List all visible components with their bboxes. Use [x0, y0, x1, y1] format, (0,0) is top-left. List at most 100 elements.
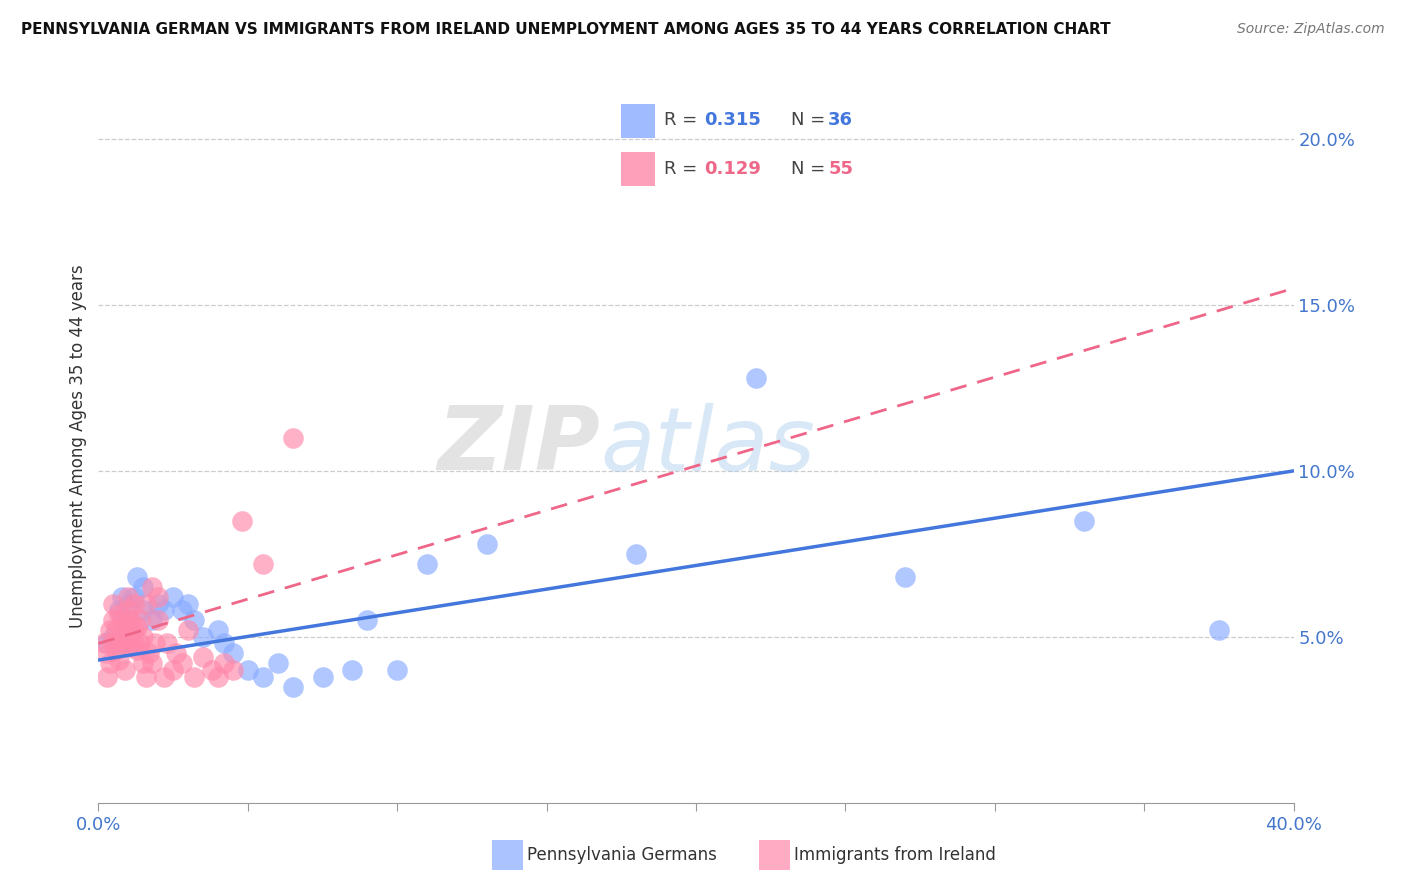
Point: [153, 603, 176, 617]
Point: [124, 636, 146, 650]
Point: [222, 647, 245, 661]
Text: Pennsylvania Germans: Pennsylvania Germans: [527, 847, 717, 864]
Point: [156, 636, 179, 650]
Text: 0.315: 0.315: [704, 112, 761, 129]
Point: [108, 630, 131, 644]
Point: [177, 624, 200, 638]
Point: [117, 620, 139, 634]
Point: [108, 653, 131, 667]
Point: [212, 657, 235, 671]
Point: [132, 657, 155, 671]
Point: [108, 607, 131, 621]
Point: [207, 670, 229, 684]
Point: [100, 624, 122, 638]
Point: [267, 657, 290, 671]
Point: [626, 547, 648, 561]
Point: [96, 636, 118, 650]
Point: [1208, 624, 1230, 638]
Point: [117, 590, 139, 604]
Point: [117, 630, 139, 644]
Point: [153, 670, 176, 684]
Point: [143, 636, 166, 650]
Point: [129, 636, 152, 650]
Point: [108, 603, 131, 617]
Text: N =: N =: [792, 112, 831, 129]
Point: [132, 630, 155, 644]
Point: [177, 597, 200, 611]
Text: 36: 36: [828, 112, 853, 129]
Text: 55: 55: [828, 160, 853, 178]
Text: atlas: atlas: [600, 403, 815, 489]
Y-axis label: Unemployment Among Ages 35 to 44 years: Unemployment Among Ages 35 to 44 years: [69, 264, 87, 628]
Point: [103, 597, 125, 611]
Point: [135, 670, 157, 684]
Point: [165, 647, 187, 661]
Point: [148, 590, 170, 604]
Point: [172, 603, 194, 617]
Point: [127, 570, 149, 584]
Point: [103, 613, 125, 627]
Point: [191, 630, 214, 644]
Point: [894, 570, 917, 584]
Point: [135, 597, 157, 611]
Text: Immigrants from Ireland: Immigrants from Ireland: [794, 847, 997, 864]
Point: [207, 624, 229, 638]
Point: [93, 636, 115, 650]
Point: [120, 613, 142, 627]
Point: [132, 603, 155, 617]
Point: [103, 636, 125, 650]
Point: [236, 663, 259, 677]
Point: [416, 557, 439, 571]
Point: [124, 590, 146, 604]
Point: [148, 613, 170, 627]
Point: [105, 643, 128, 657]
Text: PENNSYLVANIA GERMAN VS IMMIGRANTS FROM IRELAND UNEMPLOYMENT AMONG AGES 35 TO 44 : PENNSYLVANIA GERMAN VS IMMIGRANTS FROM I…: [21, 22, 1111, 37]
Point: [141, 580, 163, 594]
Point: [111, 613, 134, 627]
Point: [252, 557, 274, 571]
Point: [475, 537, 498, 551]
Point: [141, 613, 163, 627]
Point: [281, 431, 304, 445]
Point: [212, 636, 235, 650]
Point: [148, 597, 170, 611]
Point: [183, 613, 205, 627]
Point: [162, 663, 184, 677]
Point: [231, 514, 253, 528]
Point: [162, 590, 184, 604]
Point: [252, 670, 274, 684]
Point: [117, 603, 139, 617]
Point: [96, 647, 118, 661]
Point: [183, 670, 205, 684]
Point: [96, 670, 118, 684]
Point: [129, 613, 152, 627]
Point: [114, 636, 136, 650]
Point: [356, 613, 378, 627]
Point: [281, 680, 304, 694]
Point: [120, 640, 142, 654]
Text: R =: R =: [664, 112, 703, 129]
Point: [745, 371, 768, 385]
Text: ZIP: ZIP: [437, 402, 600, 490]
Point: [117, 613, 139, 627]
Point: [127, 643, 149, 657]
FancyBboxPatch shape: [621, 153, 655, 186]
Text: R =: R =: [664, 160, 703, 178]
Point: [311, 670, 333, 684]
Point: [342, 663, 364, 677]
Point: [222, 663, 245, 677]
Point: [141, 657, 163, 671]
Point: [127, 620, 149, 634]
Point: [105, 624, 128, 638]
Text: Source: ZipAtlas.com: Source: ZipAtlas.com: [1237, 22, 1385, 37]
Point: [191, 649, 214, 664]
Point: [114, 663, 136, 677]
Point: [124, 624, 146, 638]
Point: [201, 663, 224, 677]
Point: [172, 657, 194, 671]
Text: 0.129: 0.129: [704, 160, 761, 178]
Point: [132, 580, 155, 594]
Point: [100, 657, 122, 671]
Point: [385, 663, 409, 677]
Text: N =: N =: [792, 160, 831, 178]
